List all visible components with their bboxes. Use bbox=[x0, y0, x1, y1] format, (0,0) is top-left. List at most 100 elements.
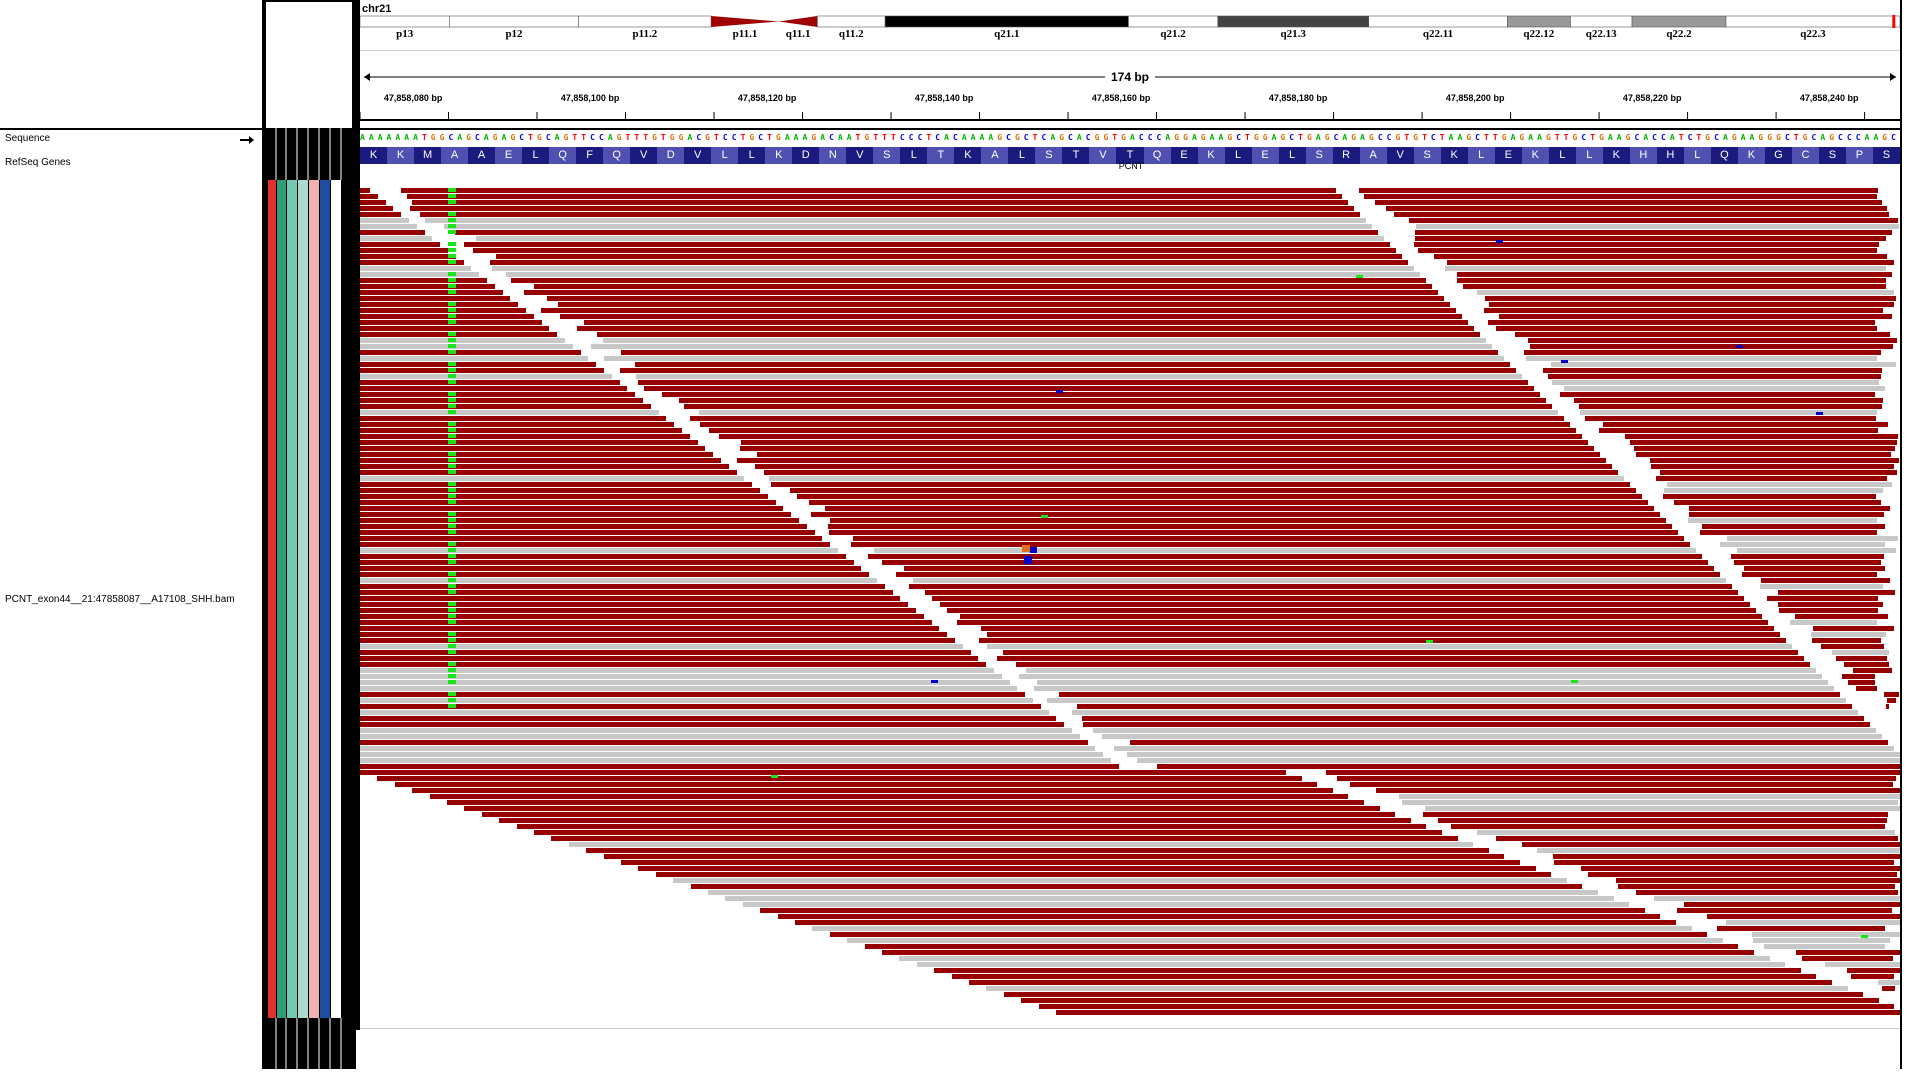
aligned-read[interactable] bbox=[679, 398, 1546, 403]
mismatch-base[interactable] bbox=[448, 320, 456, 324]
aligned-read[interactable] bbox=[360, 392, 636, 397]
aligned-read[interactable] bbox=[987, 632, 1780, 637]
aligned-read[interactable] bbox=[638, 866, 1536, 871]
aligned-read[interactable] bbox=[360, 566, 862, 571]
aligned-read[interactable] bbox=[916, 962, 1786, 967]
mismatch-base[interactable] bbox=[1041, 515, 1048, 518]
mismatch-base[interactable] bbox=[1030, 547, 1037, 553]
mismatch-base[interactable] bbox=[448, 668, 456, 672]
aligned-read[interactable] bbox=[925, 590, 1738, 595]
aligned-read[interactable] bbox=[1127, 752, 1900, 757]
amino-acid[interactable]: R bbox=[1332, 147, 1360, 164]
aligned-read[interactable] bbox=[360, 224, 417, 229]
aligned-read[interactable] bbox=[895, 572, 1720, 577]
amino-acid[interactable]: G bbox=[1764, 147, 1792, 164]
aligned-read[interactable] bbox=[1552, 380, 1880, 385]
amino-acid[interactable]: V bbox=[1386, 147, 1414, 164]
aligned-read[interactable] bbox=[510, 278, 1426, 283]
aligned-read[interactable] bbox=[1730, 554, 1884, 559]
mismatch-base[interactable] bbox=[448, 524, 456, 528]
mismatch-base[interactable] bbox=[448, 674, 456, 678]
mismatch-base[interactable] bbox=[448, 272, 456, 276]
amino-acid[interactable]: S bbox=[1872, 147, 1900, 164]
aligned-read[interactable] bbox=[360, 440, 698, 445]
aligned-read[interactable] bbox=[360, 386, 628, 391]
aligned-read[interactable] bbox=[1663, 488, 1883, 493]
mismatch-base[interactable] bbox=[448, 698, 456, 702]
aligned-read[interactable] bbox=[789, 488, 1636, 493]
aligned-read[interactable] bbox=[360, 656, 979, 661]
aligned-read[interactable] bbox=[1636, 890, 1899, 895]
aligned-read[interactable] bbox=[360, 698, 1033, 703]
aligned-read[interactable] bbox=[1743, 566, 1885, 571]
aligned-read[interactable] bbox=[1699, 530, 1877, 535]
aligned-read[interactable] bbox=[873, 548, 1696, 553]
aligned-read[interactable] bbox=[360, 350, 581, 355]
aligned-read[interactable] bbox=[360, 338, 565, 343]
mismatch-base[interactable] bbox=[448, 224, 456, 228]
mismatch-base[interactable] bbox=[1736, 345, 1743, 348]
aligned-read[interactable] bbox=[1093, 728, 1876, 733]
aligned-read[interactable] bbox=[360, 290, 503, 295]
aligned-read[interactable] bbox=[1580, 410, 1878, 415]
mismatch-base[interactable] bbox=[448, 254, 456, 258]
aligned-read[interactable] bbox=[360, 536, 823, 541]
aligned-read[interactable] bbox=[1574, 398, 1884, 403]
mismatch-base[interactable] bbox=[448, 260, 456, 264]
aligned-read[interactable] bbox=[547, 296, 1444, 301]
mismatch-base[interactable] bbox=[448, 194, 456, 198]
amino-acid[interactable]: D bbox=[657, 147, 685, 164]
aligned-read[interactable] bbox=[360, 584, 885, 589]
amino-acid[interactable]: E bbox=[1494, 147, 1522, 164]
aligned-read[interactable] bbox=[1358, 188, 1878, 193]
aligned-read[interactable] bbox=[1337, 776, 1896, 781]
mismatch-base[interactable] bbox=[448, 374, 456, 378]
aligned-read[interactable] bbox=[360, 446, 706, 451]
aligned-read[interactable] bbox=[763, 470, 1618, 475]
aligned-read[interactable] bbox=[756, 452, 1600, 457]
gene-name-pcnt[interactable]: PCNT bbox=[1118, 161, 1144, 171]
amino-acid[interactable]: Q bbox=[1710, 147, 1738, 164]
aligned-read[interactable] bbox=[1584, 416, 1876, 421]
aligned-read[interactable] bbox=[1812, 638, 1882, 643]
mismatch-base[interactable] bbox=[448, 632, 456, 636]
aligned-read[interactable] bbox=[447, 800, 1364, 805]
mismatch-base[interactable] bbox=[448, 518, 456, 522]
mismatch-base[interactable] bbox=[448, 308, 456, 312]
amino-acid[interactable]: K bbox=[1602, 147, 1630, 164]
aligned-read[interactable] bbox=[1037, 680, 1828, 685]
amino-acid[interactable]: K bbox=[1521, 147, 1549, 164]
aligned-read[interactable] bbox=[1415, 224, 1899, 229]
aligned-read[interactable] bbox=[1795, 614, 1889, 619]
aligned-read[interactable] bbox=[360, 692, 1026, 697]
aligned-read[interactable] bbox=[760, 908, 1645, 913]
aligned-read[interactable] bbox=[1417, 248, 1877, 253]
aligned-read[interactable] bbox=[795, 920, 1676, 925]
aligned-read[interactable] bbox=[690, 884, 1583, 889]
aligned-read[interactable] bbox=[360, 230, 425, 235]
aligned-read[interactable] bbox=[360, 758, 1111, 763]
mismatch-base[interactable] bbox=[448, 644, 456, 648]
mismatch-base[interactable] bbox=[448, 488, 456, 492]
chromosome-ideogram[interactable] bbox=[360, 15, 1900, 28]
aligned-read[interactable] bbox=[1488, 320, 1876, 325]
aligned-read[interactable] bbox=[1425, 806, 1902, 811]
attribute-column[interactable] bbox=[277, 180, 286, 1018]
aligned-read[interactable] bbox=[824, 506, 1654, 511]
aligned-read[interactable] bbox=[1349, 782, 1893, 787]
amino-acid[interactable]: L bbox=[900, 147, 928, 164]
amino-acid[interactable]: S bbox=[873, 147, 901, 164]
refseq-track-label[interactable]: RefSeq Genes bbox=[5, 157, 71, 168]
aligned-read[interactable] bbox=[1554, 860, 1895, 865]
mismatch-base[interactable] bbox=[448, 602, 456, 606]
amino-acid[interactable]: L bbox=[738, 147, 766, 164]
mismatch-base[interactable] bbox=[448, 332, 456, 336]
amino-acid[interactable]: L bbox=[1467, 147, 1495, 164]
aligned-read[interactable] bbox=[492, 266, 1414, 271]
amino-acid[interactable]: A bbox=[441, 147, 469, 164]
aligned-read[interactable] bbox=[360, 344, 573, 349]
aligned-read[interactable] bbox=[1021, 998, 1879, 1003]
mismatch-base[interactable] bbox=[448, 410, 456, 414]
aligned-read[interactable] bbox=[464, 242, 1390, 247]
